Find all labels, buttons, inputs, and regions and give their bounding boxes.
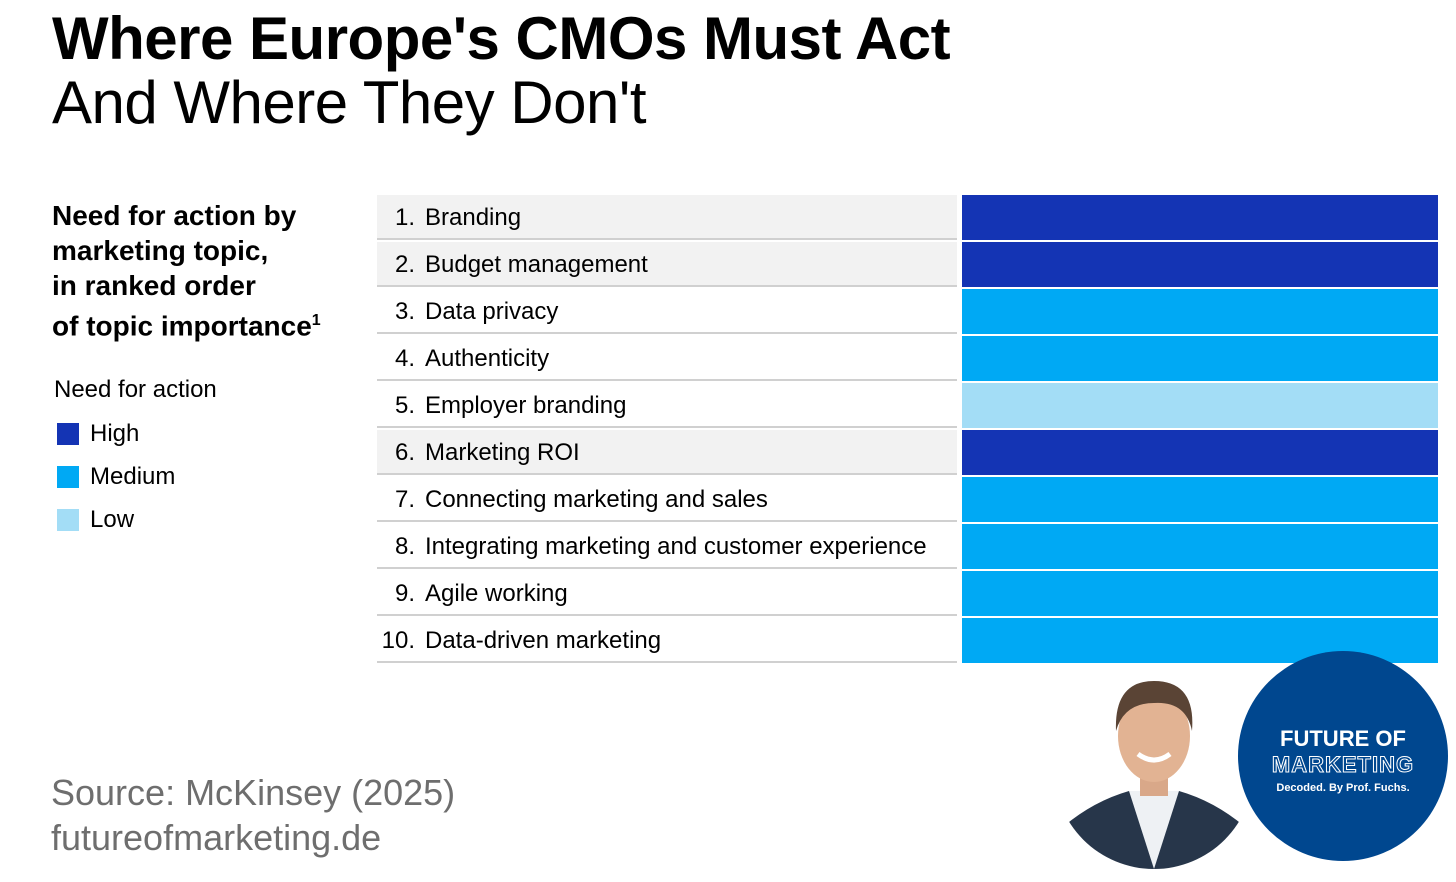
rank: 8. xyxy=(394,533,415,560)
need-cell-low xyxy=(962,383,1438,428)
table-row: 5. Employer branding xyxy=(377,383,1438,430)
chart-title: Need for action by marketing topic, in r… xyxy=(52,198,321,343)
rank: 1. xyxy=(394,204,415,231)
rank: 3. xyxy=(394,298,415,325)
table-row: 3. Data privacy xyxy=(377,289,1438,336)
legend-item-high: High xyxy=(57,420,139,448)
need-cell-medium xyxy=(962,477,1438,522)
legend-item-low: Low xyxy=(57,506,134,534)
table-row: 9. Agile working xyxy=(377,571,1438,618)
rank: 6. xyxy=(394,439,415,466)
need-cell-medium xyxy=(962,289,1438,334)
need-cell-high xyxy=(962,195,1438,240)
rank: 2. xyxy=(394,251,415,278)
legend-label: Medium xyxy=(90,463,176,490)
need-cell-medium xyxy=(962,524,1438,569)
chart-title-line: marketing topic, xyxy=(52,235,269,266)
need-cell-medium xyxy=(962,336,1438,381)
legend-label: High xyxy=(90,420,140,447)
topic-label: 10. Data-driven marketing xyxy=(377,618,957,663)
topic-label: 5. Employer branding xyxy=(377,383,957,428)
table-row: 8. Integrating marketing and customer exp… xyxy=(377,524,1438,571)
subtitle: And Where They Don't xyxy=(52,69,646,136)
topic-label: 8. Integrating marketing and customer exp… xyxy=(377,524,957,569)
topic: Marketing ROI xyxy=(425,439,580,466)
chart-title-line: Need for action by xyxy=(52,200,297,231)
table-row: 10. Data-driven marketing xyxy=(377,618,1438,665)
table-row: 1. Branding xyxy=(377,195,1438,242)
topic: Data privacy xyxy=(425,298,559,325)
logo-tagline: Decoded. By Prof. Fuchs. xyxy=(1276,782,1410,794)
rank: 9. xyxy=(394,580,415,607)
topic: Authenticity xyxy=(425,345,550,372)
future-of-marketing-logo: FUTURE OF MARKETING Decoded. By Prof. Fu… xyxy=(1238,651,1448,861)
topic-label: 2. Budget management xyxy=(377,242,957,287)
topic-label: 1. Branding xyxy=(377,195,957,240)
footnote-marker: 1 xyxy=(311,312,321,329)
logo-line: FUTURE OF xyxy=(1280,726,1406,751)
title: Where Europe's CMOs Must Act xyxy=(52,5,951,72)
topic-label: 7. Connecting marketing and sales xyxy=(377,477,957,522)
legend-swatch xyxy=(57,423,79,445)
topic-label: 9. Agile working xyxy=(377,571,957,616)
table-row: 2. Budget management xyxy=(377,242,1438,289)
rank: 5. xyxy=(394,392,415,419)
chart-title-line: in ranked order xyxy=(52,270,256,301)
topic: Data-driven marketing xyxy=(425,627,662,654)
website-text: futureofmarketing.de xyxy=(51,817,382,858)
topic: Agile working xyxy=(425,580,568,607)
legend-label: Low xyxy=(90,506,135,533)
legend-item-medium: Medium xyxy=(57,463,175,491)
table-row: 7. Connecting marketing and sales xyxy=(377,477,1438,524)
legend-swatch xyxy=(57,466,79,488)
topic: Integrating marketing and customer exper… xyxy=(425,533,927,560)
topic-label: 4. Authenticity xyxy=(377,336,957,381)
topic-label: 3. Data privacy xyxy=(377,289,957,334)
topic: Branding xyxy=(425,204,522,231)
need-cell-high xyxy=(962,242,1438,287)
rank: 7. xyxy=(394,486,415,513)
need-cell-high xyxy=(962,430,1438,475)
author-photo xyxy=(1054,651,1254,869)
legend-title: Need for action xyxy=(54,376,217,403)
logo-line: MARKETING xyxy=(1271,752,1415,778)
chart-title-line: of topic importance xyxy=(52,310,312,342)
topic-label: 6. Marketing ROI xyxy=(377,430,957,475)
need-cell-medium xyxy=(962,571,1438,616)
rank: 4. xyxy=(394,345,415,372)
source-text: Source: McKinsey (2025) xyxy=(51,772,456,813)
legend-swatch xyxy=(57,509,79,531)
topic: Budget management xyxy=(425,251,648,278)
topic: Connecting marketing and sales xyxy=(425,486,768,513)
table-row: 4. Authenticity xyxy=(377,336,1438,383)
table-row: 6. Marketing ROI xyxy=(377,430,1438,477)
topic: Employer branding xyxy=(425,392,627,419)
rank: 10. xyxy=(381,627,415,654)
